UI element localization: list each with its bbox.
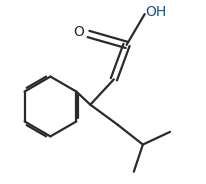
Text: OH: OH	[145, 5, 166, 19]
Text: O: O	[73, 25, 84, 39]
